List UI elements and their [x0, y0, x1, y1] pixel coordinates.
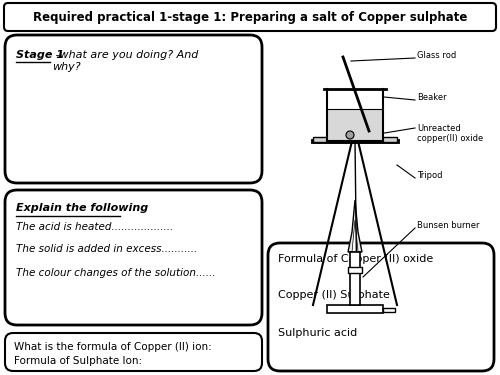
Text: Copper (II) Sulphate: Copper (II) Sulphate	[278, 290, 390, 300]
Polygon shape	[352, 220, 358, 252]
Bar	[327, 305, 383, 313]
Circle shape	[346, 131, 354, 139]
Text: Beaker: Beaker	[417, 93, 446, 102]
FancyBboxPatch shape	[5, 35, 262, 183]
FancyBboxPatch shape	[5, 333, 262, 371]
Polygon shape	[348, 200, 362, 252]
FancyBboxPatch shape	[4, 3, 496, 31]
Text: The colour changes of the solution......: The colour changes of the solution......	[16, 268, 216, 278]
Text: The solid is added in excess...........: The solid is added in excess...........	[16, 244, 197, 254]
FancyBboxPatch shape	[5, 190, 262, 325]
Text: Formula of Sulphate Ion:: Formula of Sulphate Ion:	[14, 356, 142, 366]
Text: -what are you doing? And
why?: -what are you doing? And why?	[52, 50, 199, 72]
Text: Sulphuric acid: Sulphuric acid	[278, 328, 357, 338]
Text: Explain the following: Explain the following	[16, 203, 148, 213]
Text: Bunsen burner: Bunsen burner	[417, 220, 480, 230]
Text: The acid is heated...................: The acid is heated...................	[16, 222, 173, 232]
Text: Glass rod: Glass rod	[417, 51, 456, 60]
Bar	[350, 252, 360, 305]
Text: Required practical 1-stage 1: Preparing a salt of Copper sulphate: Required practical 1-stage 1: Preparing …	[33, 10, 467, 24]
Bar	[328, 109, 382, 141]
Text: Formula of Copper (II) oxide: Formula of Copper (II) oxide	[278, 254, 433, 264]
Bar	[383, 308, 395, 312]
Bar	[348, 267, 362, 273]
Text: Tripod: Tripod	[417, 171, 442, 180]
Text: Unreacted
copper(II) oxide: Unreacted copper(II) oxide	[417, 124, 483, 143]
Text: Stage 1: Stage 1	[16, 50, 64, 60]
Bar	[313, 137, 397, 142]
FancyBboxPatch shape	[268, 243, 494, 371]
Text: What is the formula of Copper (II) ion:: What is the formula of Copper (II) ion:	[14, 342, 212, 352]
